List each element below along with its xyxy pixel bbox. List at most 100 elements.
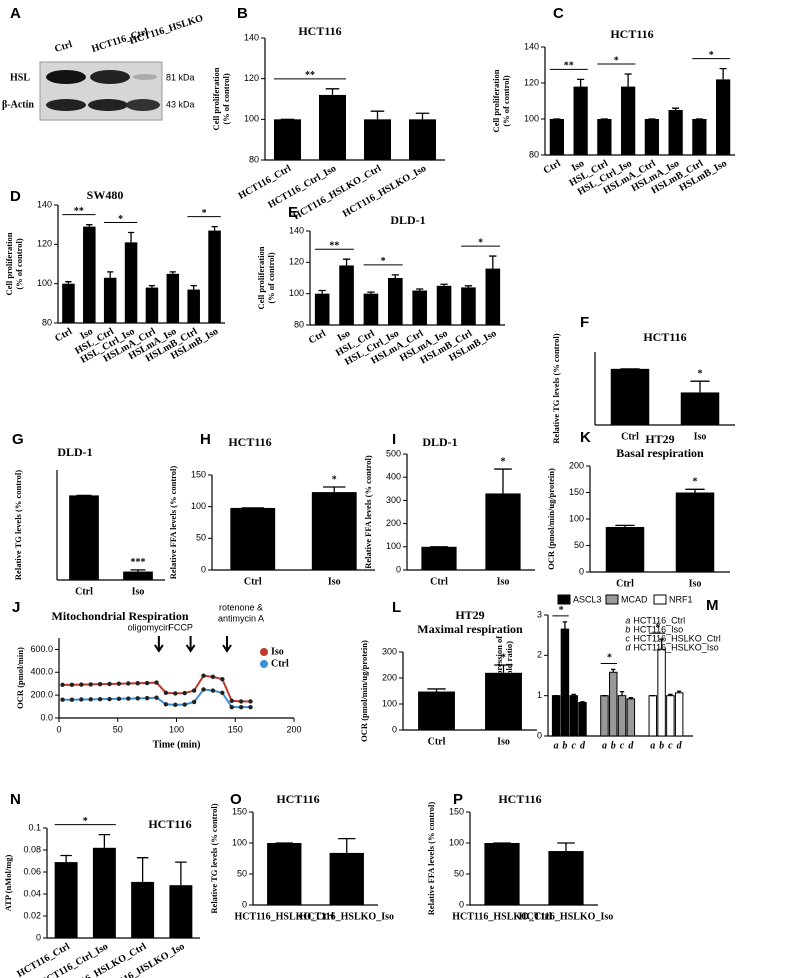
y-tick-label: 100 bbox=[289, 288, 304, 298]
error-bar bbox=[571, 693, 576, 696]
point bbox=[238, 704, 244, 710]
legend-label: Ctrl bbox=[271, 658, 289, 669]
bar bbox=[600, 695, 609, 737]
bar bbox=[123, 571, 153, 580]
y-tick-label: 0.08 bbox=[23, 844, 41, 854]
x-tick-label: c bbox=[668, 740, 673, 751]
panel-letter: N bbox=[10, 791, 21, 808]
row-label: β-Actin bbox=[2, 99, 34, 110]
point bbox=[144, 680, 150, 686]
annotation-arrow bbox=[222, 636, 232, 653]
y-axis-label: Cell proliferation bbox=[256, 246, 266, 309]
bar bbox=[551, 695, 561, 737]
y-tick-label: 500 bbox=[386, 448, 401, 458]
y-tick-label: 50 bbox=[574, 540, 584, 550]
y-tick-label: 0 bbox=[459, 899, 464, 909]
bar bbox=[621, 86, 636, 155]
legend-key: a bbox=[625, 615, 630, 625]
bar bbox=[54, 862, 78, 938]
chart-title: HCT116 bbox=[498, 792, 541, 806]
error-bar bbox=[148, 284, 156, 288]
y-tick-label: 140 bbox=[37, 199, 52, 209]
point bbox=[154, 680, 159, 685]
bar bbox=[578, 702, 587, 737]
bar bbox=[131, 881, 155, 938]
y-tick-label: 0 bbox=[392, 724, 397, 734]
point bbox=[248, 699, 253, 704]
y-tick-label: 120 bbox=[524, 77, 539, 87]
lane-label: Ctrl bbox=[53, 39, 74, 55]
legend-swatch bbox=[557, 594, 571, 605]
y-tick-label: 200 bbox=[569, 460, 584, 470]
point bbox=[154, 695, 159, 700]
annotation: rotenone & bbox=[219, 602, 263, 612]
y-tick-label: 140 bbox=[524, 41, 539, 51]
chart-title: DLD-1 bbox=[422, 435, 457, 449]
legend-label: HCT116_Iso bbox=[633, 624, 683, 634]
y-axis-label: Relative FFA levels (% control) bbox=[363, 455, 373, 569]
chart-title: HCT116 bbox=[148, 817, 191, 831]
panel-letter: M bbox=[706, 597, 719, 614]
y-tick-label: 50 bbox=[237, 868, 247, 878]
error-bar bbox=[489, 255, 497, 269]
bar bbox=[609, 671, 618, 737]
error-bar bbox=[342, 258, 351, 266]
x-tick-label: a bbox=[602, 740, 607, 751]
panel-letter: H bbox=[200, 431, 211, 448]
chart-title: Maximal respiration bbox=[417, 622, 523, 636]
error-bar bbox=[557, 842, 575, 852]
error-bar bbox=[659, 638, 664, 650]
point bbox=[79, 697, 84, 702]
y-tick-label: 140 bbox=[244, 32, 259, 42]
y-axis-label: OCR (pmol/min) bbox=[15, 647, 25, 709]
bar bbox=[675, 492, 715, 572]
y-axis-label: Relative TG levels (% control) bbox=[551, 333, 561, 443]
error-bar bbox=[107, 271, 114, 278]
error-bar bbox=[464, 285, 473, 288]
x-tick-label: HCT116_HSLKO_Iso bbox=[300, 911, 394, 922]
bar bbox=[548, 851, 584, 905]
bar bbox=[311, 492, 357, 570]
y-tick-label: 100 bbox=[569, 513, 584, 523]
annotation: antimycin A bbox=[218, 613, 264, 623]
bar bbox=[363, 293, 379, 325]
error-bar bbox=[611, 668, 616, 673]
bar bbox=[666, 695, 675, 737]
bar bbox=[610, 368, 650, 425]
error-bar bbox=[130, 569, 146, 572]
error-bar bbox=[127, 231, 135, 243]
bar bbox=[274, 119, 301, 160]
chart-title: HCT116 bbox=[276, 792, 319, 806]
error-bar bbox=[577, 78, 585, 87]
point bbox=[60, 682, 65, 688]
error-bar bbox=[338, 838, 356, 853]
error-bar bbox=[676, 690, 682, 693]
bar bbox=[314, 293, 330, 325]
error-bar bbox=[60, 854, 72, 863]
bar bbox=[436, 285, 452, 325]
error-bar bbox=[690, 380, 710, 393]
y-tick-label: 0.02 bbox=[23, 910, 41, 920]
point bbox=[60, 697, 65, 702]
legend-label: NRF1 bbox=[669, 594, 693, 604]
y-tick-label: 120 bbox=[289, 257, 304, 267]
y-tick-label: 3 bbox=[537, 609, 542, 619]
y-tick-label: 100 bbox=[382, 698, 397, 708]
error-bar bbox=[719, 67, 727, 80]
size-label: 81 kDa bbox=[166, 72, 195, 82]
x-tick-label: c bbox=[620, 740, 625, 751]
x-tick-label: Iso bbox=[497, 576, 510, 587]
panel-letter: F bbox=[580, 314, 589, 331]
y-axis-label: (% of control) bbox=[221, 73, 231, 124]
error-bar bbox=[624, 73, 632, 87]
bar bbox=[668, 110, 683, 155]
point bbox=[116, 696, 122, 701]
point bbox=[163, 690, 169, 696]
error-bar bbox=[615, 524, 635, 527]
x-tick-label: Ctrl bbox=[542, 158, 563, 177]
significance: * bbox=[698, 368, 703, 379]
bar bbox=[461, 287, 476, 325]
x-tick-label: a bbox=[650, 740, 655, 751]
point bbox=[201, 687, 206, 692]
chart-title: Basal respiration bbox=[616, 446, 704, 460]
